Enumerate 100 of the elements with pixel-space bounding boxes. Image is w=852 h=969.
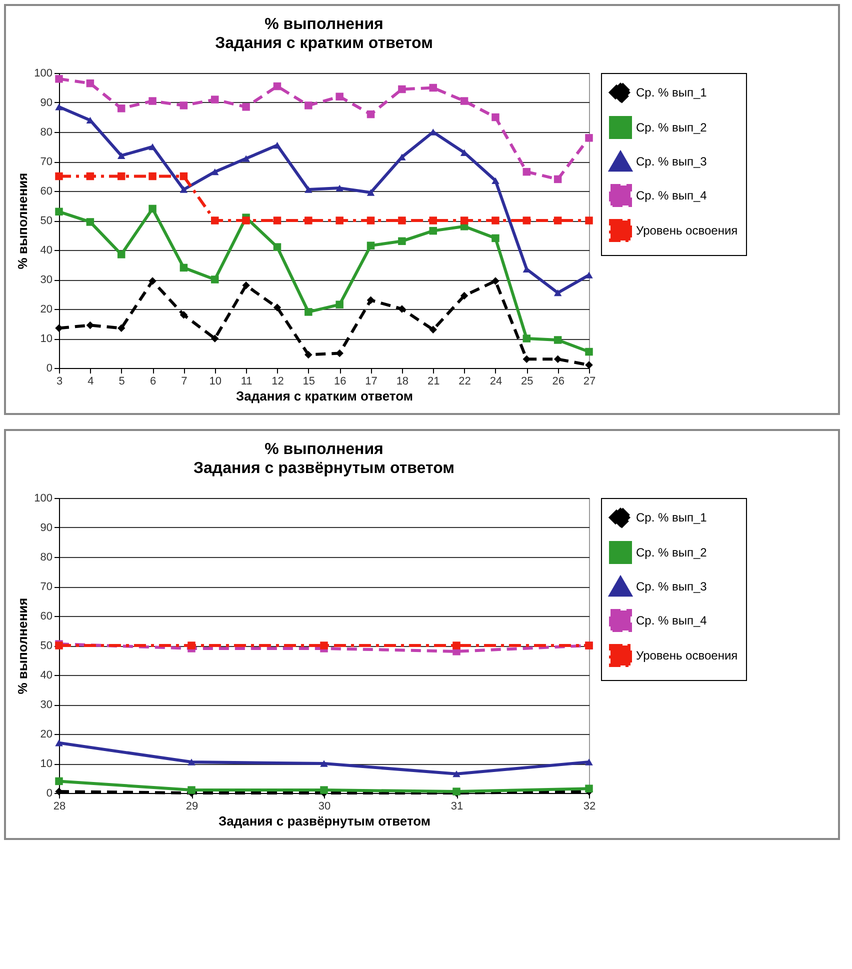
point (117, 152, 126, 159)
point (366, 189, 375, 196)
point (585, 348, 593, 356)
point (429, 326, 437, 334)
point (211, 276, 219, 284)
point (273, 82, 282, 90)
point (585, 361, 593, 369)
point (429, 226, 437, 235)
point (304, 186, 312, 193)
point (180, 102, 188, 110)
x-axis-title: Задания с развёрнутым ответом (218, 814, 431, 828)
chart-title: % выполнения (264, 16, 384, 33)
y-tick-label: 10 (40, 333, 52, 345)
y-tick-label: 90 (40, 522, 52, 534)
point (180, 186, 188, 193)
point (320, 760, 328, 767)
legend-label: Уровень освоения (636, 224, 738, 238)
x-tick-label: 27 (583, 376, 596, 388)
chart-title: % выполнения (264, 441, 384, 458)
point (86, 218, 94, 226)
y-tick-label: 70 (40, 581, 52, 593)
legend-label: Ср. % вып_2 (636, 120, 708, 134)
point (273, 216, 282, 224)
point (452, 770, 460, 778)
point (492, 177, 500, 184)
y-tick-label: 70 (40, 156, 52, 168)
point (522, 334, 531, 342)
y-tick-label: 20 (40, 728, 52, 740)
point (522, 168, 531, 176)
x-tick-label: 10 (209, 376, 222, 388)
point (398, 216, 406, 224)
y-tick-label: 60 (40, 186, 52, 198)
x-tick-label: 25 (521, 376, 534, 388)
y-tick-label: 20 (40, 304, 52, 316)
point (336, 184, 344, 192)
x-tick-label: 26 (552, 376, 564, 388)
y-tick-label: 30 (40, 699, 52, 711)
legend-label: Ср. % вып_4 (636, 188, 708, 202)
y-tick-label: 90 (40, 97, 52, 109)
y-tick-label: 30 (40, 274, 52, 286)
legend-label: Ср. % вып_3 (636, 154, 708, 168)
point (242, 155, 250, 162)
point (585, 134, 593, 142)
point (55, 324, 63, 332)
point (366, 216, 375, 224)
point (429, 84, 437, 92)
point (452, 642, 460, 650)
x-tick-label: 15 (302, 376, 316, 388)
point (242, 216, 250, 224)
point (55, 172, 63, 180)
point (429, 216, 437, 224)
point (148, 97, 156, 105)
point (117, 172, 126, 180)
point (117, 324, 126, 332)
point (585, 758, 593, 766)
point (304, 102, 312, 110)
x-tick-label: 18 (396, 376, 409, 388)
legend-label: Ср. % вып_1 (636, 510, 708, 524)
legend-label: Ср. % вып_2 (636, 546, 708, 560)
point (398, 237, 406, 246)
y-tick-label: 0 (46, 362, 52, 374)
point (492, 216, 500, 224)
x-tick-label: 24 (490, 376, 502, 388)
x-tick-label: 16 (334, 376, 346, 388)
point (148, 277, 156, 285)
point (398, 305, 406, 313)
y-tick-label: 80 (40, 552, 52, 564)
point (211, 168, 219, 176)
point (492, 234, 500, 242)
point (554, 175, 562, 184)
y-tick-label: 100 (34, 492, 52, 504)
x-tick-label: 5 (118, 376, 125, 388)
y-tick-label: 50 (40, 640, 52, 652)
chart-subtitle: Задания с кратким ответом (215, 35, 433, 52)
point (554, 289, 562, 296)
x-tick-label: 3 (56, 376, 63, 388)
point (522, 216, 531, 224)
legend-label: Ср. % вып_3 (636, 580, 708, 594)
x-tick-label: 7 (181, 376, 188, 388)
point (336, 300, 344, 308)
point (585, 784, 593, 792)
point (188, 758, 196, 766)
x-tick-label: 28 (53, 800, 66, 812)
point (117, 104, 126, 112)
x-tick-label: 12 (272, 376, 284, 388)
y-tick-label: 80 (40, 126, 52, 138)
point (366, 110, 375, 118)
y-tick-label: 50 (40, 215, 52, 227)
point (320, 642, 328, 650)
point (366, 296, 375, 304)
x-tick-label: 22 (458, 376, 471, 388)
chart-subtitle: Задания с развёрнутым ответом (193, 460, 455, 477)
point (492, 113, 500, 122)
x-tick-label: 30 (318, 800, 331, 812)
point (55, 208, 63, 216)
point (55, 739, 63, 746)
point (188, 642, 196, 650)
point (460, 97, 468, 105)
legend-label: Ср. % вып_1 (636, 86, 708, 100)
point (148, 204, 156, 213)
